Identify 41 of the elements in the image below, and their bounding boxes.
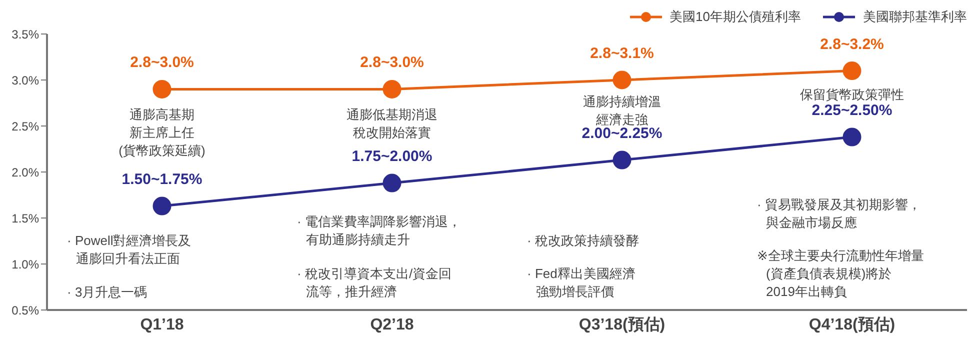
- y-tick-label: 1.0%: [12, 257, 40, 272]
- annotation: 2.25~2.50%: [812, 102, 892, 120]
- annotation: · 貿易戰發展及其初期影響，與金融市場反應: [757, 197, 921, 230]
- annotation: 通膨低基期消退稅改開始落實: [346, 107, 438, 140]
- annotation: 2.00~2.25%: [582, 125, 662, 142]
- annotation: · 電信業費率調降影響消退，有助通膨持續走升: [297, 214, 461, 247]
- point: [382, 80, 402, 98]
- y-tick-label: 0.5%: [12, 303, 40, 318]
- x-tick-label: Q1’18: [140, 316, 184, 334]
- annotation: 1.75~2.00%: [352, 148, 432, 166]
- annotation: 2.8~3.1%: [590, 45, 654, 62]
- annotation: 通膨持續增溫經濟走強: [583, 94, 661, 128]
- legend-label: 美國10年期公債殖利率: [670, 8, 801, 26]
- annotation: 保留貨幣政策彈性: [800, 86, 904, 102]
- point: [842, 62, 862, 80]
- annotation: 2.8~3.0%: [360, 54, 424, 72]
- point: [152, 80, 172, 98]
- point: [152, 196, 172, 216]
- annotation: 2.8~3.2%: [820, 36, 884, 53]
- point: [612, 150, 632, 170]
- x-tick-label: Q2’18: [370, 316, 414, 334]
- annotation: 通膨高基期新主席上任(貨幣政策延續): [118, 107, 206, 158]
- y-tick-label: 2.5%: [12, 119, 40, 134]
- annotation: 1.50~1.75%: [122, 171, 202, 188]
- y-tick-label: 3.0%: [12, 73, 40, 88]
- annotation: 2.8~3.0%: [130, 54, 194, 72]
- annotation: · Powell對經濟增長及通膨回升看法正面: [67, 233, 192, 266]
- legend-label: 美國聯邦基準利率: [863, 8, 967, 26]
- x-tick-label: Q3’18(預估): [578, 315, 666, 334]
- annotation: ※全球主要央行流動性年增量(資產負債表規模)將於2019年出轉負: [757, 248, 924, 299]
- annotation: · 稅改引導資本支出/資金回流等，推升經濟: [297, 266, 452, 300]
- point: [612, 70, 632, 90]
- point: [842, 128, 862, 146]
- x-tick-label: Q4’18(預估): [808, 315, 896, 334]
- point: [382, 174, 402, 192]
- y-tick-label: 1.5%: [12, 211, 40, 226]
- y-tick-label: 3.5%: [12, 27, 40, 42]
- annotation: · 稅改政策持續發酵: [527, 233, 639, 248]
- annotation: · 3月升息一碼: [67, 284, 148, 300]
- y-tick-label: 2.0%: [12, 165, 40, 180]
- annotation: · Fed釋出美國經濟強勁增長評價: [527, 266, 636, 300]
